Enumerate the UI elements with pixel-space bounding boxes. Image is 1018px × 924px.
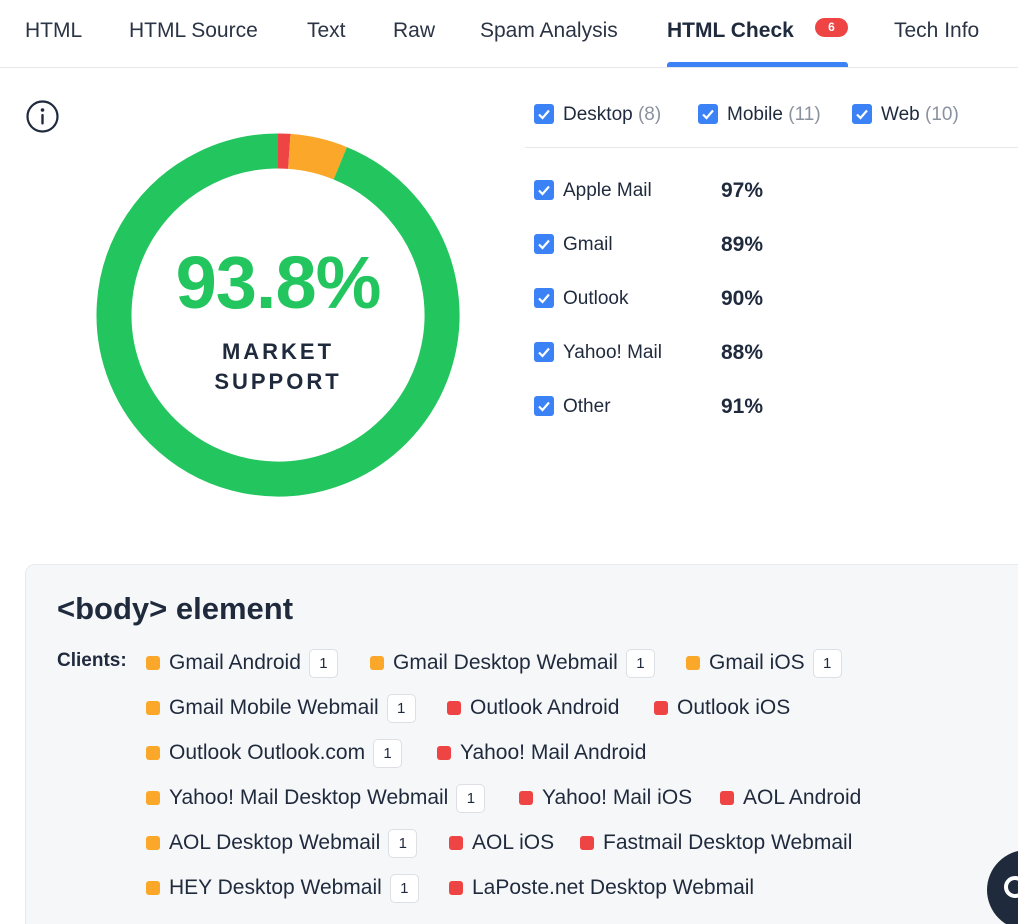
- unsupported-icon: [449, 881, 463, 895]
- partial-support-icon: [146, 836, 160, 850]
- market-support-donut-chart: [96, 133, 460, 497]
- tab-tech-info[interactable]: Tech Info: [894, 19, 980, 42]
- info-icon[interactable]: [26, 100, 59, 133]
- partial-support-icon: [146, 881, 160, 895]
- unsupported-icon: [449, 836, 463, 850]
- market-support-label-line2: SUPPORT: [214, 369, 342, 394]
- unsupported-icon: [437, 746, 451, 760]
- tab-raw[interactable]: Raw: [393, 19, 436, 42]
- donut-segment-supported: [96, 133, 460, 497]
- client-chip[interactable]: AOL iOS: [449, 828, 554, 858]
- partial-support-icon: [146, 746, 160, 760]
- partial-support-icon: [146, 656, 160, 670]
- desktop-checkbox[interactable]: [534, 104, 554, 124]
- outlook-checkbox[interactable]: [534, 288, 554, 308]
- mobile-filter-label: Mobile (11): [727, 104, 821, 125]
- element-title: <body> element: [57, 591, 294, 626]
- gmail-percent: 89%: [721, 233, 764, 256]
- tab-text[interactable]: Text: [307, 19, 346, 42]
- unsupported-icon: [580, 836, 594, 850]
- apple-mail-checkbox[interactable]: [534, 180, 554, 200]
- issue-count: 1: [388, 828, 418, 858]
- unsupported-icon: [447, 701, 461, 715]
- issue-count: 1: [373, 738, 403, 768]
- client-chip[interactable]: Outlook iOS: [654, 693, 790, 723]
- unsupported-icon: [654, 701, 668, 715]
- client-chip[interactable]: Gmail Android 1: [146, 648, 338, 678]
- tab-bar: HTML HTML Source Text Raw Spam Analysis …: [0, 0, 1018, 68]
- issue-count: 1: [812, 648, 842, 678]
- yahoo-mail-label: Yahoo! Mail: [563, 342, 662, 363]
- gmail-label: Gmail: [563, 234, 613, 255]
- other-checkbox[interactable]: [534, 396, 554, 416]
- client-chip[interactable]: Yahoo! Mail Desktop Webmail 1: [146, 783, 486, 813]
- yahoo-mail-checkbox[interactable]: [534, 342, 554, 362]
- desktop-count: (8): [637, 104, 662, 125]
- web-filter-label: Web (10): [881, 104, 959, 125]
- client-chip[interactable]: Yahoo! Mail Android: [437, 738, 646, 768]
- outlook-percent: 90%: [721, 287, 764, 310]
- active-tab-indicator: [667, 62, 848, 67]
- client-chip[interactable]: Gmail iOS 1: [686, 648, 842, 678]
- issue-count: 1: [625, 648, 655, 678]
- tab-html-source[interactable]: HTML Source: [129, 19, 258, 42]
- mobile-count: (11): [788, 104, 821, 125]
- filter-divider: [525, 147, 1018, 148]
- client-chip[interactable]: Yahoo! Mail iOS: [519, 783, 692, 813]
- client-chip[interactable]: HEY Desktop Webmail 1: [146, 873, 419, 903]
- client-chip[interactable]: Outlook Android: [447, 693, 619, 723]
- other-label: Other: [563, 396, 611, 417]
- unsupported-icon: [519, 791, 533, 805]
- chat-icon: [1004, 876, 1018, 898]
- desktop-filter-label: Desktop (8): [563, 104, 662, 125]
- issue-count: 1: [456, 783, 486, 813]
- partial-support-icon: [146, 791, 160, 805]
- outlook-label: Outlook: [563, 288, 629, 309]
- client-chip[interactable]: AOL Desktop Webmail 1: [146, 828, 418, 858]
- partial-support-icon: [686, 656, 700, 670]
- client-chip[interactable]: Fastmail Desktop Webmail: [580, 828, 852, 858]
- issue-count: 1: [308, 648, 338, 678]
- issue-count: 1: [386, 693, 416, 723]
- market-support-label-line1: MARKET: [221, 339, 335, 364]
- web-checkbox[interactable]: [852, 104, 872, 124]
- apple-mail-label: Apple Mail: [563, 180, 652, 201]
- donut-segment-partial: [287, 133, 347, 180]
- tab-html-check[interactable]: HTML Check: [667, 19, 794, 42]
- client-chip[interactable]: Gmail Mobile Webmail 1: [146, 693, 416, 723]
- gmail-checkbox[interactable]: [534, 234, 554, 254]
- tab-html[interactable]: HTML: [25, 19, 83, 42]
- client-chip[interactable]: LaPoste.net Desktop Webmail: [449, 873, 754, 903]
- client-chip[interactable]: AOL Android: [720, 783, 861, 813]
- mobile-checkbox[interactable]: [698, 104, 718, 124]
- client-chip[interactable]: Outlook Outlook.com 1: [146, 738, 403, 768]
- web-count: (10): [925, 104, 959, 125]
- partial-support-icon: [370, 656, 384, 670]
- client-chip[interactable]: Gmail Desktop Webmail 1: [370, 648, 655, 678]
- unsupported-icon: [720, 791, 734, 805]
- market-support-percent: 93.8%: [175, 241, 382, 324]
- body-element-card: [25, 564, 1018, 924]
- yahoo-mail-percent: 88%: [721, 341, 764, 364]
- other-percent: 91%: [721, 395, 764, 418]
- html-check-issue-badge: 6: [815, 18, 848, 37]
- apple-mail-percent: 97%: [721, 179, 764, 202]
- issue-count: 1: [389, 873, 419, 903]
- clients-label: Clients:: [57, 650, 127, 671]
- tab-spam-analysis[interactable]: Spam Analysis: [480, 19, 618, 42]
- partial-support-icon: [146, 701, 160, 715]
